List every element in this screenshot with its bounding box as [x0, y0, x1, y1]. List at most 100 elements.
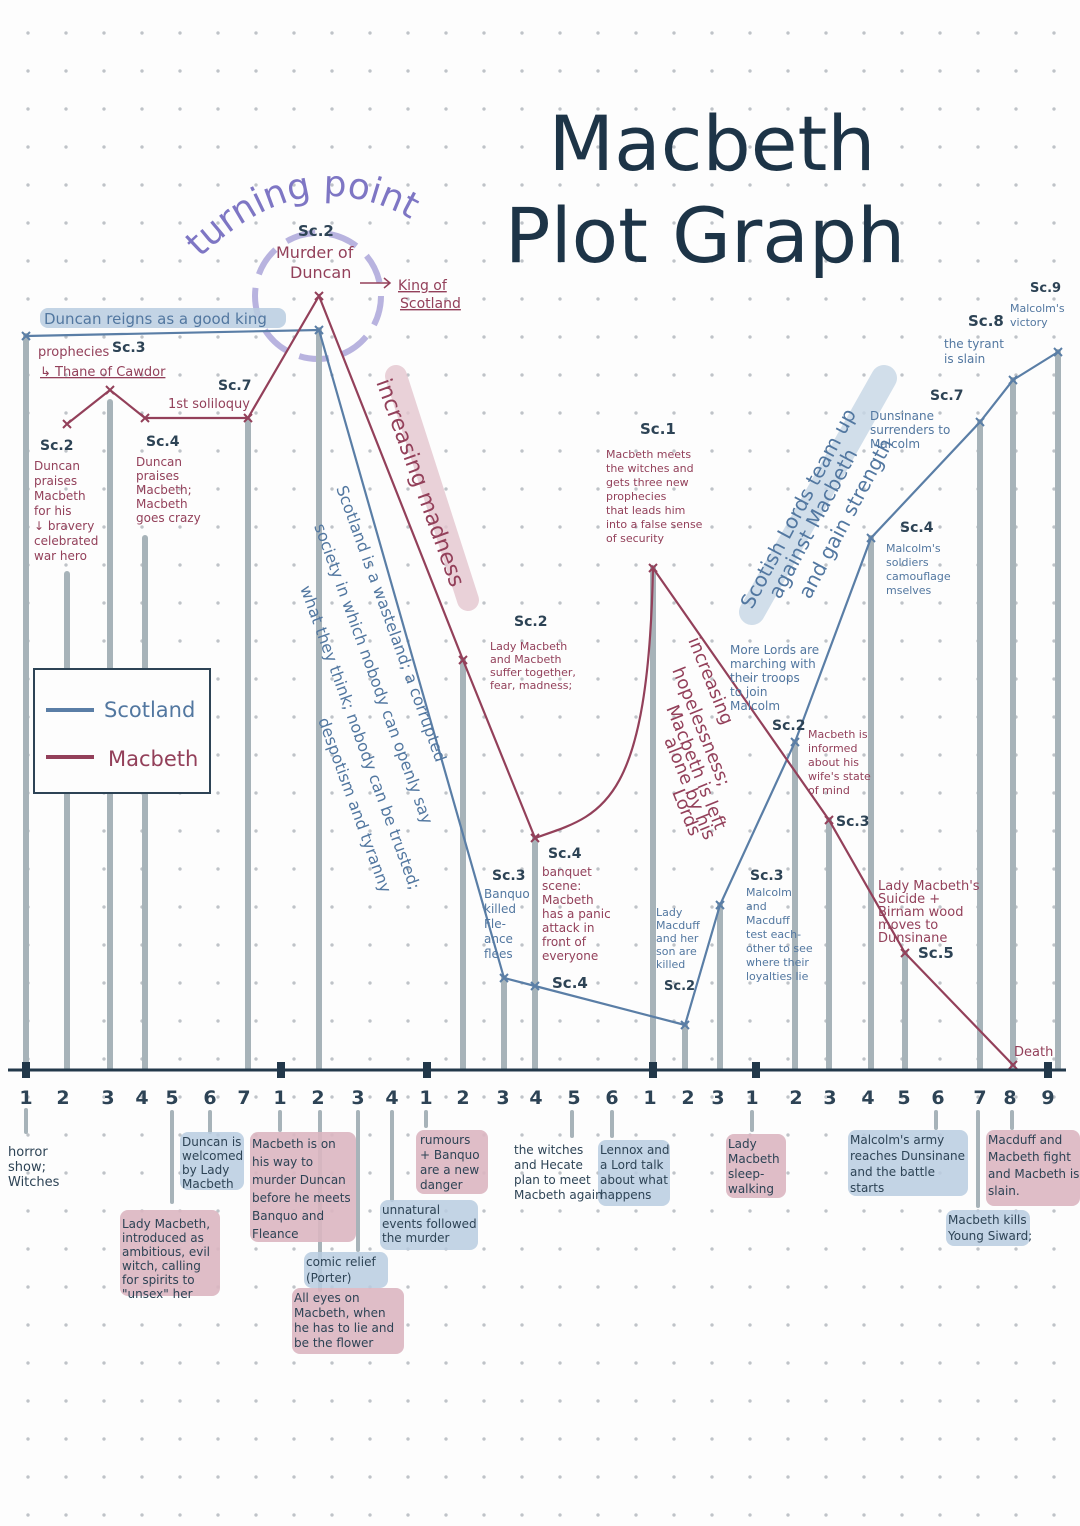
axis-tick-label: 3 [351, 1087, 364, 1109]
note-line: loyalties lie [746, 970, 809, 983]
label-a5s3-sc: Sc.3 [836, 814, 869, 830]
label-a1s2-notes: Duncan praises Macbeth for his ↓ bravery cele… [34, 459, 98, 563]
note-line: about what [600, 1173, 668, 1187]
note-line: killed [484, 902, 516, 916]
legend-macbeth-label: Macbeth [108, 747, 198, 771]
note-line: Macbeth again [514, 1188, 603, 1202]
label-soliloquy-sc: Sc.7 [218, 378, 251, 394]
label-a1s2-sc: Sc.2 [40, 438, 73, 454]
note-line: ance [484, 932, 513, 946]
note-line: that leads him [606, 504, 685, 517]
note-line: Lennox and [600, 1143, 670, 1157]
label-a5s4-sc: Sc.4 [900, 520, 934, 536]
label-a3s3-notes: Banquo killed Fle-ance flees [484, 887, 530, 961]
note-line: and Macbeth is [988, 1167, 1079, 1181]
note-line: welcomed [182, 1149, 243, 1163]
label-prophecies-1: prophecies [38, 345, 110, 360]
axis-tick-label: 8 [1003, 1087, 1016, 1109]
note-line: Malcolm's [1010, 302, 1065, 315]
note-line: praises [34, 474, 77, 488]
note-line: Macduff [746, 914, 790, 927]
label-prophecies-2: ↳ Thane of Cawdor [40, 365, 166, 380]
note-line: (Porter) [306, 1271, 351, 1285]
note-line: and [746, 900, 767, 913]
note-line: Banquo [484, 887, 530, 901]
macbeth-markers [62, 291, 1018, 1070]
note-line: Macbeth, when [294, 1306, 386, 1320]
highlight-duncan-reigns [40, 308, 286, 328]
label-a5s9-notes: Malcolm's victory [1010, 302, 1065, 329]
label-king-2: Scotland [400, 296, 461, 312]
note-all-eyes: All eyes on Macbeth, when he has to lie an… [294, 1291, 394, 1350]
highlight-lords [739, 365, 897, 625]
note-line: All eyes on [294, 1291, 360, 1305]
note-line: walking [728, 1182, 774, 1196]
arrow-icon [360, 277, 392, 289]
label-a5s7-notes: Dunsinane surrenders to Malcolm [870, 409, 950, 451]
axis-tick-label: 2 [311, 1087, 324, 1109]
note-line: Birnam wood [878, 905, 963, 920]
axis-tick-label: 9 [1041, 1087, 1054, 1109]
note-line: and her [656, 932, 699, 945]
axis-tick-label: 1 [745, 1087, 758, 1109]
note-line: Malcolm's army [850, 1133, 944, 1147]
note-line: Macbeth [34, 489, 86, 503]
note-line: surrenders to [870, 423, 950, 437]
label-a3s2-sc: Sc.2 [514, 614, 547, 630]
note-line: danger [420, 1178, 463, 1192]
note-line: murder Duncan [252, 1173, 346, 1187]
note-line: Banquo and [252, 1209, 324, 1223]
bottom-stems [24, 1108, 1014, 1292]
label-a4s1-notes: Macbeth meets the witches and gets three n… [606, 448, 703, 545]
legend-scotland-label: Scotland [104, 698, 195, 722]
label-a3s2-notes: Lady Macbeth and Macbeth suffer together, f… [490, 640, 576, 692]
label-a3s4-low-sc: Sc.4 [552, 974, 588, 992]
note-line: gets three new [606, 476, 689, 489]
note-line: attack in [542, 921, 594, 935]
note-line: flees [484, 947, 513, 961]
axis-tick-label: 6 [931, 1087, 944, 1109]
note-line: "unsex" her [122, 1287, 193, 1301]
note-line: Malcolm [746, 886, 792, 899]
note-line: Macbeth is [808, 728, 868, 741]
note-horror: horror show; Witches [8, 1145, 60, 1190]
note-line: Lady Macbeth's [878, 879, 980, 894]
legend-box [33, 668, 211, 794]
note-line: Young Siward; [947, 1229, 1032, 1243]
axis-tick-label: 4 [861, 1087, 874, 1109]
label-a3s3-sc: Sc.3 [492, 868, 525, 884]
label-a5s3-notes: Macbeth is informed about his wife's state o… [808, 728, 871, 797]
note-line: Malcolm's [886, 542, 941, 555]
note-lady-intro: Lady Macbeth, introduced as ambitious, evi… [122, 1217, 210, 1301]
note-line: and Macbeth [490, 653, 562, 666]
note-line: Macduff and [988, 1133, 1062, 1147]
note-line: happens [600, 1188, 651, 1202]
label-a5s2-sc: Sc.2 [772, 718, 805, 734]
axis-tick-label: 2 [56, 1087, 69, 1109]
note-line: to join [730, 685, 767, 699]
note-line: of security [606, 532, 665, 545]
note-line: their troops [730, 671, 800, 685]
note-line: + Banquo [420, 1148, 480, 1162]
note-line: ambitious, evil [122, 1245, 210, 1259]
note-line: praises [136, 469, 179, 483]
note-line: Macbeth [136, 497, 188, 511]
note-lennox: Lennox and a Lord talk about what happens [600, 1143, 670, 1202]
note-line: Lady [656, 906, 683, 919]
note-line: by Lady [182, 1163, 229, 1177]
note-line: Macbeth kills [948, 1213, 1027, 1227]
note-line: rumours [420, 1133, 470, 1147]
axis-tick-label: 2 [456, 1087, 469, 1109]
note-line: Dunsinane [878, 931, 947, 946]
label-duncan-reigns: Duncan reigns as a good king [44, 310, 267, 328]
note-line: and the battle [850, 1165, 935, 1179]
scene-bars [23, 327, 1061, 1071]
note-line: the tyrant [944, 337, 1004, 351]
note-line: introduced as [122, 1231, 204, 1245]
note-comic: comic relief (Porter) [306, 1255, 376, 1285]
note-line: horror [8, 1145, 48, 1160]
label-a1s4-notes: Duncan praises Macbeth; Macbeth goes crazy [136, 455, 201, 525]
note-line: show; [8, 1160, 46, 1175]
note-line: Duncan [136, 455, 182, 469]
note-line: moves to [878, 918, 938, 933]
